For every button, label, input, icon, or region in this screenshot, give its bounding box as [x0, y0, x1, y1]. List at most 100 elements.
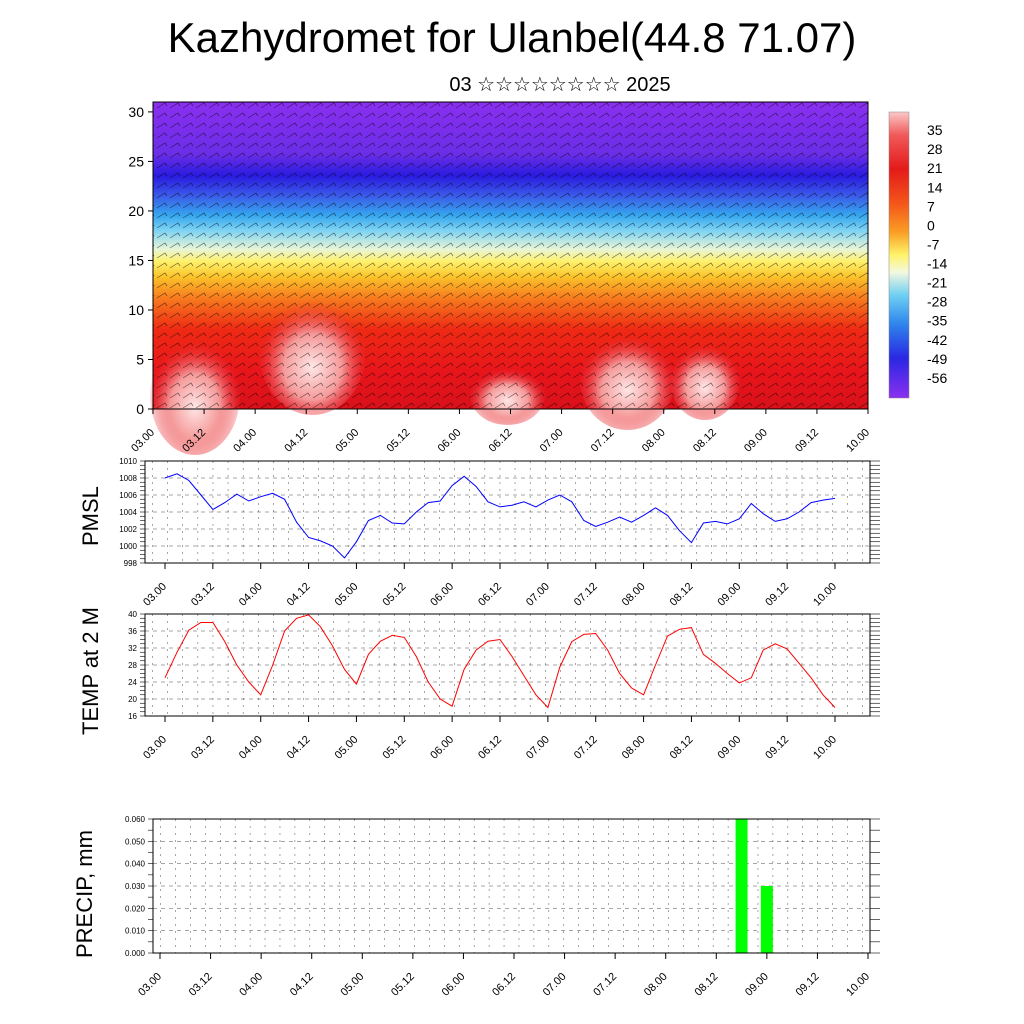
x-tick-label: 08.00: [620, 581, 648, 609]
x-tick-label: 07.12: [591, 971, 619, 999]
colorbar-label: -28: [927, 294, 947, 310]
y-tick-label: 0.030: [125, 882, 146, 891]
x-tick-label: 08.00: [640, 427, 668, 455]
y-tick-label: 30: [128, 104, 144, 120]
x-tick-label: 09.00: [743, 971, 771, 999]
x-tick-label: 07.00: [541, 971, 569, 999]
x-tick-label: 07.12: [589, 427, 617, 455]
y-tick-label: 16: [128, 712, 137, 721]
y-tick-label: 24: [128, 678, 137, 687]
x-tick-label: 07.12: [572, 734, 600, 762]
y-tick-label: 1002: [119, 525, 137, 534]
x-tick-label: 05.12: [380, 581, 408, 609]
x-tick-label: 03.00: [136, 971, 164, 999]
y-tick-label: 1008: [119, 474, 137, 483]
wind-barbs: [153, 102, 868, 409]
x-tick-label: 03.12: [189, 581, 217, 609]
colorbar-label: 0: [927, 217, 935, 233]
x-tick-label: 08.00: [642, 971, 670, 999]
y-tick-label: 40: [128, 610, 137, 619]
x-tick-label: 03.12: [187, 971, 215, 999]
x-tick-label: 04.00: [231, 427, 259, 455]
x-tick-label: 06.00: [428, 581, 456, 609]
precip-bar: [760, 886, 773, 953]
colorbar-frame: [888, 111, 910, 399]
y-tick-label: 25: [128, 153, 144, 169]
x-tick-label: 08.12: [692, 971, 720, 999]
y-tick-label: 998: [124, 559, 138, 568]
colorbar-label: 21: [927, 160, 943, 176]
y-tick-label: 1004: [119, 508, 137, 517]
colorbar-label: -14: [927, 256, 947, 272]
chart-title: Kazhydromet for Ulanbel(44.8 71.07): [167, 14, 857, 61]
x-tick-label: 05.00: [338, 971, 366, 999]
x-tick-label: 04.12: [282, 427, 310, 455]
x-tick-label: 05.00: [333, 734, 361, 762]
y-tick-label: 1000: [119, 542, 137, 551]
x-tick-label: 05.12: [389, 971, 417, 999]
plot-frame: [144, 460, 871, 564]
x-tick-label: 07.00: [524, 734, 552, 762]
x-tick-label: 04.00: [237, 581, 265, 609]
x-tick-label: 09.00: [715, 581, 743, 609]
x-tick-label: 03.00: [129, 427, 157, 455]
temp-series-line: [164, 614, 836, 709]
y-tick-label: 0.010: [125, 927, 146, 936]
x-tick-label: 06.12: [476, 581, 504, 609]
colorbar-label: 14: [927, 179, 943, 195]
x-tick-label: 06.12: [487, 427, 515, 455]
x-tick-label: 05.12: [380, 734, 408, 762]
x-tick-label: 09.12: [763, 734, 791, 762]
x-tick-label: 08.12: [691, 427, 719, 455]
colorbar-label: 28: [927, 141, 943, 157]
x-tick-label: 04.00: [237, 734, 265, 762]
x-tick-label: 06.00: [440, 971, 468, 999]
temp-panel: 16 20 24 28 32 36 40 03.00 03.12 04.00 04.12 05.00 0…: [128, 610, 880, 762]
y-tick-label: 1010: [119, 457, 137, 466]
pmsl-series-line: [164, 473, 836, 559]
x-tick-label: 04.12: [288, 971, 316, 999]
x-tick-label: 08.12: [668, 581, 696, 609]
x-tick-label: 05.00: [333, 427, 361, 455]
colorbar-label: -42: [927, 332, 947, 348]
y-tick-label: 0.040: [125, 860, 146, 869]
x-tick-label: 06.00: [428, 734, 456, 762]
x-tick-label: 04.12: [285, 581, 313, 609]
colorbar-label: 7: [927, 198, 935, 214]
x-tick-label: 06.12: [476, 734, 504, 762]
x-tick-label: 07.12: [572, 581, 600, 609]
precip-bar: [735, 819, 748, 953]
x-tick-label: 03.00: [141, 581, 169, 609]
y-tick-label: 10: [128, 302, 144, 318]
plot-frame: [152, 818, 871, 954]
x-tick-label: 10.00: [811, 734, 839, 762]
x-tick-label: 04.00: [237, 971, 265, 999]
x-tick-label: 10.00: [844, 427, 872, 455]
pmsl-panel: 998 1000 1002 1004 1006 1008 1010 03.00 03.12 04.…: [119, 457, 880, 609]
y-tick-label: 0.060: [125, 815, 146, 824]
colorbar-label: -56: [927, 370, 947, 386]
x-tick-label: 07.00: [524, 581, 552, 609]
x-tick-label: 06.12: [490, 971, 518, 999]
y-tick-label: 20: [128, 695, 137, 704]
chart-subtitle: 03 ☆☆☆☆☆☆☆☆ 2025: [449, 74, 671, 96]
plot-frame: [144, 613, 871, 717]
colorbar-label: 35: [927, 122, 943, 138]
x-tick-label: 05.00: [333, 581, 361, 609]
x-tick-label: 09.00: [715, 734, 743, 762]
x-tick-label: 10.00: [811, 581, 839, 609]
x-tick-label: 09.12: [794, 971, 822, 999]
y-tick-label: 0.000: [125, 949, 146, 958]
colorbar-scale: [889, 112, 909, 398]
y-tick-label: 5: [136, 351, 144, 367]
colorbar-label: -7: [927, 236, 940, 252]
x-tick-label: 03.00: [141, 734, 169, 762]
x-tick-label: 08.00: [620, 734, 648, 762]
x-tick-label: 05.12: [385, 427, 413, 455]
y-tick-label: 32: [128, 644, 137, 653]
y-tick-label: 28: [128, 661, 137, 670]
y-tick-label: 1006: [119, 491, 137, 500]
colorbar-label: -49: [927, 351, 947, 367]
x-tick-label: 03.12: [189, 734, 217, 762]
x-tick-label: 06.00: [436, 427, 464, 455]
